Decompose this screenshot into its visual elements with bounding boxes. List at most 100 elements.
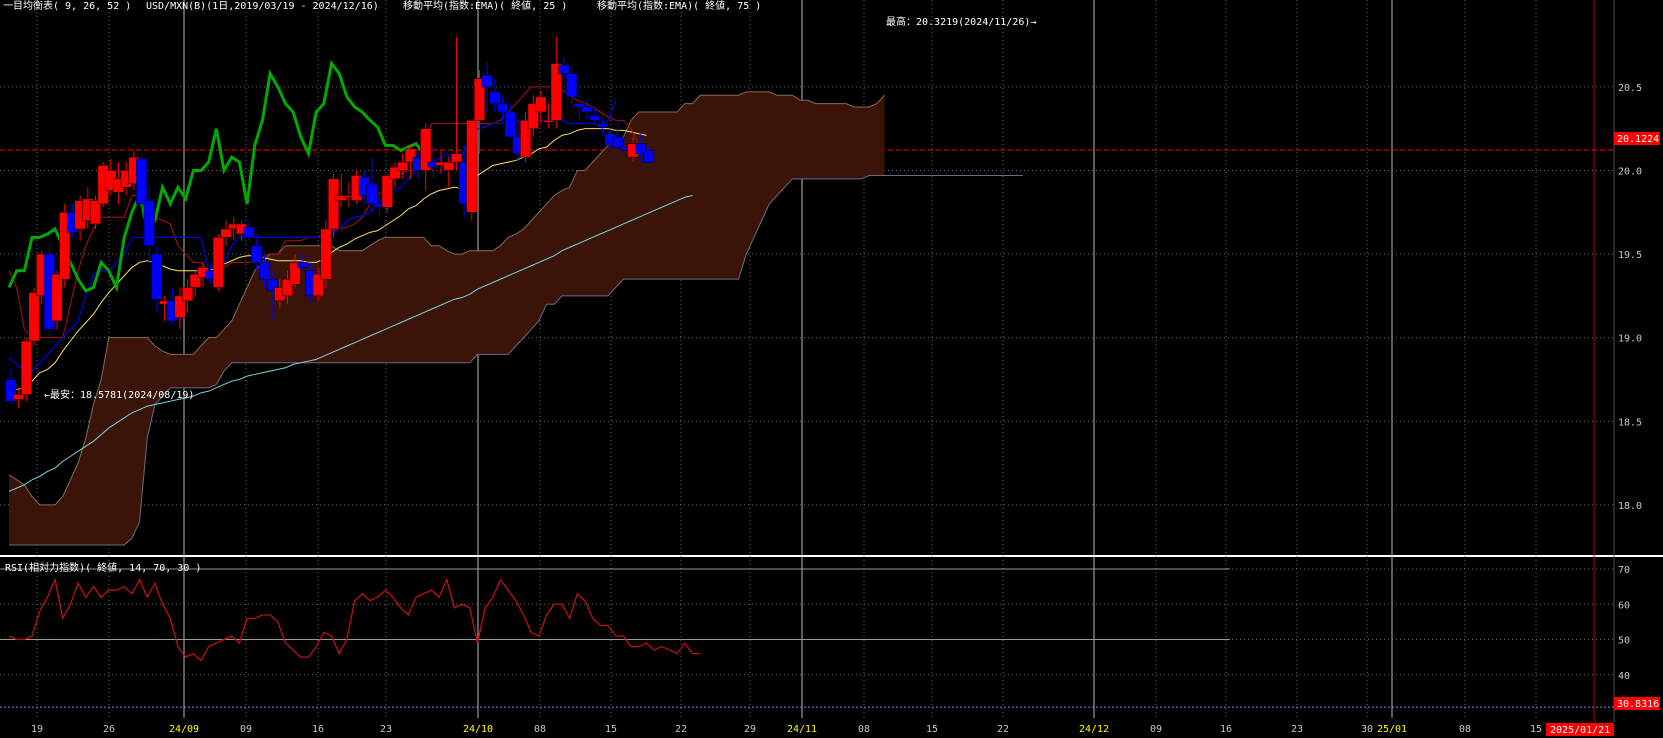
x-tick-label: 26 — [103, 724, 115, 735]
bear-candle — [642, 150, 654, 163]
header-ema75: 移動平均(指数:EMA)( 終値, 75 ) — [597, 0, 761, 12]
bull-candle — [174, 295, 186, 318]
bull-candle — [89, 200, 102, 225]
low-annotation: ←最安：18.5781(2024/08/19) — [44, 388, 194, 401]
bear-candle — [366, 183, 378, 205]
candles — [5, 36, 654, 408]
bull-candle — [404, 148, 416, 163]
senkou-span-b-line — [9, 174, 1023, 546]
bear-candle — [243, 227, 255, 238]
bear-candle — [589, 115, 601, 121]
last-price-label: 20.1224 — [1617, 134, 1659, 145]
x-tick-label: 16 — [1220, 724, 1232, 735]
bull-candle — [320, 228, 332, 280]
bear-candle — [258, 262, 270, 280]
high-annotation: 最高：20.3219(2024/11/26)→ — [886, 15, 1036, 28]
y-tick-label: 20.5 — [1618, 83, 1642, 94]
x-tick-label: 23 — [380, 724, 392, 735]
senkou-span-a-line — [8, 91, 885, 506]
bull-candle — [328, 178, 340, 230]
bull-candle — [443, 161, 455, 171]
x-tick-label: 08 — [858, 724, 870, 735]
bull-candle — [550, 63, 562, 121]
y-tick-label: 18.0 — [1618, 501, 1642, 512]
bull-candle — [281, 278, 294, 297]
rsi-value-label: 30.8316 — [1617, 699, 1659, 710]
bull-candle — [220, 228, 232, 238]
bull-candle — [535, 96, 547, 113]
bear-candle — [151, 253, 163, 300]
bull-candle — [20, 340, 32, 395]
bull-candle — [13, 394, 25, 400]
y-tick-label: 19.0 — [1618, 334, 1642, 345]
x-tick-label: 24/11 — [787, 724, 817, 735]
x-tick-label: 24/09 — [169, 724, 199, 735]
chikou-line — [7, 59, 425, 293]
x-tick-label: 08 — [1459, 724, 1471, 735]
bull-candle — [59, 212, 71, 280]
bull-candle — [289, 262, 301, 285]
bear-candle — [496, 103, 509, 113]
bull-candle — [28, 292, 40, 342]
x-tick-label: 22 — [675, 724, 687, 735]
x-tick-label: 24/12 — [1079, 724, 1109, 735]
rsi-tick-label: 60 — [1618, 600, 1630, 611]
header-indicator: 一目均衡表( 9, 26, 52 ) — [3, 0, 131, 12]
ema75-line — [8, 195, 693, 492]
x-tick-label: 25/01 — [1377, 724, 1407, 735]
last-price-box — [1614, 132, 1660, 145]
bear-candle — [635, 143, 647, 154]
rsi-tick-label: 50 — [1618, 636, 1630, 647]
rsi-tick-label: 70 — [1618, 565, 1630, 576]
bear-candle — [297, 262, 309, 268]
bear-candle — [251, 245, 263, 263]
header-instrument: USD/MXN(B)(1日,2019/03/19 - 2024/12/16) — [146, 1, 379, 12]
axes: 19 26 24/09 09 16 23 24/10 08 15 22 29 24/11 08 15 22 2… — [31, 83, 1642, 735]
x-tick-label: 15 — [926, 724, 938, 735]
bear-candle — [558, 64, 570, 74]
bear-candle — [136, 158, 148, 205]
future-date-box — [1546, 723, 1614, 736]
bull-candle — [189, 273, 201, 288]
x-tick-label: 30 — [1361, 724, 1373, 735]
future-date-label: 2025/01/21 — [1550, 725, 1610, 736]
rsi-value-box — [1614, 697, 1660, 710]
bull-candle — [381, 175, 393, 208]
bear-candle — [612, 136, 624, 148]
bear-candle — [573, 103, 585, 108]
bull-candle — [335, 195, 347, 201]
bull-candle — [312, 273, 324, 297]
x-tick-label: 22 — [997, 724, 1009, 735]
bear-candle — [266, 278, 278, 292]
bull-candle — [212, 237, 224, 288]
rsi-line — [8, 577, 701, 662]
x-tick-label: 09 — [240, 724, 252, 735]
bull-candle — [397, 161, 409, 171]
bull-candle — [420, 128, 432, 171]
x-tick-label: 08 — [534, 724, 546, 735]
x-tick-label: 24/10 — [463, 724, 493, 735]
bull-candle — [182, 287, 194, 302]
y-tick-label: 20.0 — [1618, 166, 1642, 177]
rsi-tick-label: 40 — [1618, 671, 1630, 682]
bull-candle — [466, 120, 478, 213]
x-tick-label: 15 — [605, 724, 617, 735]
x-tick-label: 09 — [1150, 724, 1162, 735]
bear-candle — [596, 123, 608, 128]
bear-candle — [504, 111, 516, 138]
rsi-panel — [8, 577, 701, 662]
x-tick-label: 23 — [1291, 724, 1303, 735]
header-ema25: 移動平均(指数:EMA)( 終値, 25 ) — [403, 0, 567, 12]
bear-candle — [581, 106, 593, 113]
y-tick-label: 19.5 — [1618, 250, 1642, 261]
bear-candle — [143, 200, 155, 246]
bear-candle — [489, 91, 501, 104]
bear-candle — [5, 379, 17, 402]
x-tick-label: 15 — [1530, 724, 1542, 735]
y-tick-label: 18.5 — [1618, 417, 1642, 428]
bear-candle — [566, 73, 578, 98]
x-tick-label: 19 — [31, 724, 43, 735]
bull-candle — [473, 78, 486, 121]
rsi-title: RSI(相対力指数)( 終値, 14, 70, 30 ) — [5, 561, 201, 574]
